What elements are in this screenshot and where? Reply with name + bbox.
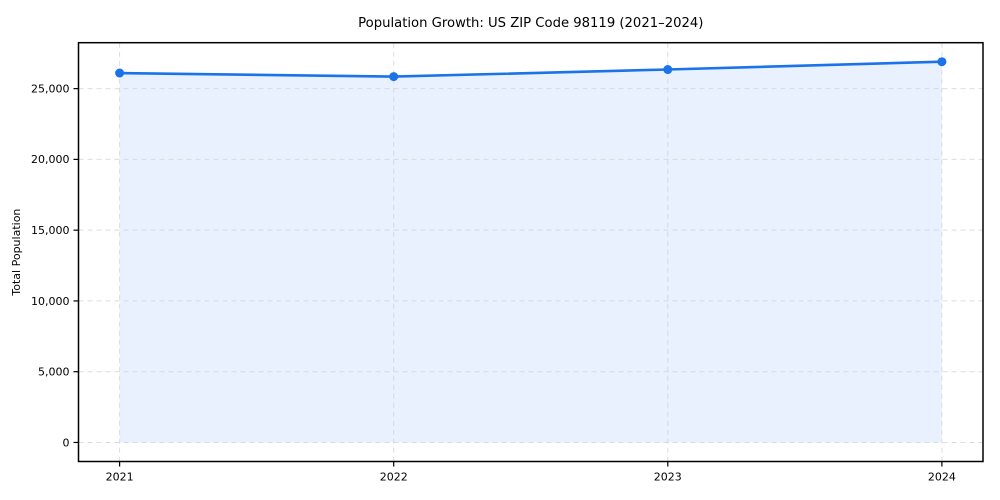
axes-layer: 0 5,000 10,000 15,000 20,000 25,000 2021 2022 20…	[31, 41, 984, 484]
x-tick-label: 2021	[106, 471, 134, 484]
x-tick-label: 2024	[928, 471, 956, 484]
x-tick-label: 2023	[654, 471, 682, 484]
y-tick-label: 15,000	[31, 224, 70, 237]
data-line-layer	[118, 60, 944, 78]
y-tick-label: 20,000	[31, 153, 70, 166]
y-tick-label: 0	[63, 436, 70, 449]
y-tick-label: 5,000	[38, 366, 70, 379]
data-point-2023	[663, 65, 673, 75]
area-fill-layer	[119, 61, 942, 443]
gridlines-layer	[78, 42, 983, 462]
chart-title: Population Growth: US ZIP Code 98119 (20…	[358, 16, 703, 31]
data-point-2021	[115, 68, 125, 78]
plot-border	[77, 41, 984, 463]
y-tick-label: 10,000	[31, 295, 70, 308]
y-tick-label: 25,000	[31, 82, 70, 95]
y-axis-label: Total Population	[10, 209, 23, 297]
data-point-2024	[937, 57, 947, 67]
data-points-layer	[115, 57, 947, 82]
area-fill	[119, 61, 942, 443]
data-point-2022	[389, 72, 399, 82]
x-tick-label: 2022	[380, 471, 408, 484]
data-line	[118, 60, 944, 78]
